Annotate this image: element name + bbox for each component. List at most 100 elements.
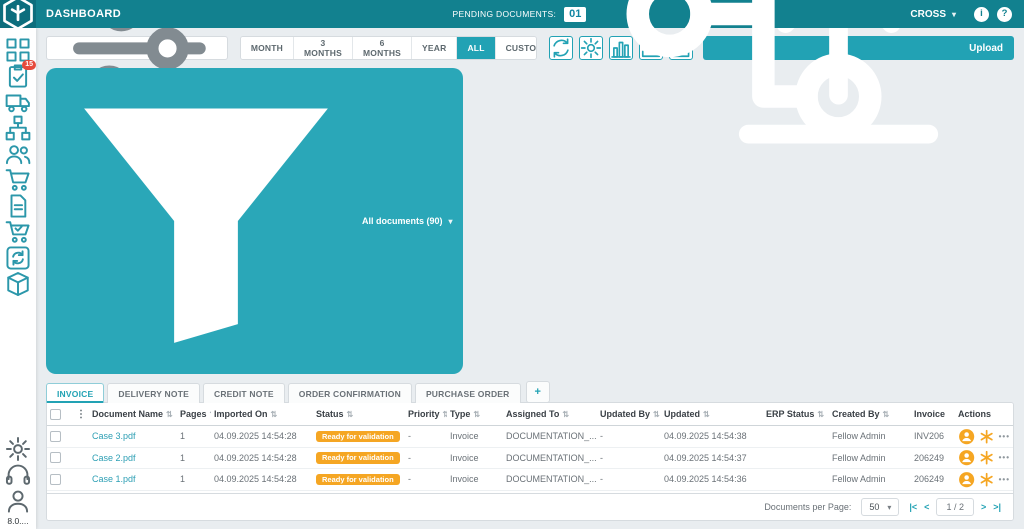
info-button[interactable]: i — [974, 7, 989, 22]
sort-icon[interactable]: ⇅ — [883, 410, 890, 419]
filter-icon — [56, 71, 356, 371]
row-checkbox[interactable] — [50, 474, 61, 485]
app-logo[interactable] — [0, 0, 36, 28]
select-all-checkbox[interactable] — [50, 409, 61, 420]
table-header: ⋮Document Name⇅Pages⇅Imported On⇅Status⇅… — [47, 403, 1013, 426]
tab-order-confirmation[interactable]: ORDER CONFIRMATION — [288, 383, 412, 403]
cell-name: Case 2.pdf — [89, 448, 177, 469]
next-page-button[interactable]: > — [981, 502, 986, 512]
document-link[interactable]: Case 2.pdf — [92, 453, 136, 463]
person-badge-icon — [958, 449, 975, 466]
tab-delivery-note[interactable]: DELIVERY NOTE — [107, 383, 200, 403]
gear-icon — [5, 436, 31, 462]
per-page-select[interactable]: 50 ▾ — [861, 498, 899, 516]
filter-icon — [56, 71, 356, 371]
sort-icon[interactable]: ⇅ — [562, 410, 569, 419]
column-header-priority[interactable]: Priority⇅ — [405, 403, 447, 425]
sort-icon[interactable]: ⇅ — [653, 410, 660, 419]
headset-icon — [5, 462, 31, 488]
assign-user-button[interactable] — [958, 428, 975, 445]
column-label: Pages — [180, 409, 207, 419]
sidebar-item-documents[interactable] — [5, 193, 31, 218]
tab-invoice[interactable]: INVOICE — [46, 383, 104, 403]
sidebar-item-users[interactable] — [5, 141, 31, 166]
branch-icon — [604, 0, 904, 164]
branch-icon — [604, 0, 904, 164]
documents-filter-dropdown[interactable]: All documents (90) ▾ — [46, 68, 463, 374]
cart-icon — [5, 167, 31, 193]
cell-actions: ••• — [955, 426, 1013, 447]
prev-page-button[interactable]: < — [924, 502, 929, 512]
org-selector[interactable]: CROSS ▾ — [594, 0, 966, 164]
time-filter-3-months[interactable]: 3 MONTHS — [294, 37, 353, 59]
cell-dots — [73, 448, 89, 469]
column-header-name[interactable]: Document Name⇅ — [89, 403, 177, 425]
cell-dots — [73, 469, 89, 490]
asterisk-icon — [978, 449, 995, 466]
sort-icon[interactable]: ⇅ — [271, 410, 278, 419]
info-icon: i — [980, 9, 983, 19]
column-header-pages[interactable]: Pages⇅ — [177, 403, 211, 425]
document-link[interactable]: Case 3.pdf — [92, 431, 136, 441]
doc-type-tabs: INVOICEDELIVERY NOTECREDIT NOTEORDER CON… — [46, 381, 1014, 403]
column-header-updated_by[interactable]: Updated By⇅ — [597, 403, 661, 425]
assign-user-button[interactable] — [958, 471, 975, 488]
add-tab-button[interactable]: + — [526, 381, 551, 403]
sidebar-item-support[interactable] — [5, 462, 31, 487]
row-checkbox[interactable] — [50, 452, 61, 463]
sort-icon[interactable]: ⇅ — [347, 410, 354, 419]
sidebar-item-workflow[interactable] — [5, 115, 31, 140]
cell-type: Invoice — [447, 448, 503, 469]
sort-icon[interactable]: ⇅ — [703, 410, 710, 419]
sort-icon[interactable]: ⇅ — [817, 410, 824, 419]
sidebar-item-orders[interactable] — [5, 167, 31, 192]
time-filter-month[interactable]: MONTH — [241, 37, 294, 59]
cell-check — [47, 469, 73, 490]
sidebar-item-sync[interactable] — [5, 245, 31, 270]
cell-created_by: Fellow Admin — [829, 469, 911, 490]
cell-status: Ready for validation — [313, 448, 405, 469]
integration-button[interactable] — [978, 428, 995, 445]
tab-purchase-order[interactable]: PURCHASE ORDER — [415, 383, 521, 403]
column-header-created_by[interactable]: Created By⇅ — [829, 403, 911, 425]
document-link[interactable]: Case 1.pdf — [92, 474, 136, 484]
logo-icon — [0, 0, 36, 31]
integration-button[interactable] — [978, 449, 995, 466]
integration-button[interactable] — [978, 471, 995, 488]
row-menu-button[interactable]: ••• — [999, 432, 1010, 441]
column-header-updated[interactable]: Updated⇅ — [661, 403, 763, 425]
column-label: Created By — [832, 409, 880, 419]
row-menu-button[interactable]: ••• — [999, 453, 1010, 462]
column-header-assigned[interactable]: Assigned To⇅ — [503, 403, 597, 425]
sort-icon[interactable]: ⇅ — [473, 410, 480, 419]
document-icon — [5, 193, 31, 219]
time-filter-year[interactable]: YEAR — [412, 37, 457, 59]
person-badge-icon — [958, 471, 975, 488]
sidebar-item-settings[interactable] — [5, 436, 31, 461]
help-button[interactable]: ? — [997, 7, 1012, 22]
sidebar-item-account[interactable] — [5, 488, 31, 513]
cell-check — [47, 448, 73, 469]
users-icon — [5, 141, 31, 167]
cell-pages: 1 — [177, 469, 211, 490]
column-header-imported[interactable]: Imported On⇅ — [211, 403, 313, 425]
tab-credit-note[interactable]: CREDIT NOTE — [203, 383, 285, 403]
sidebar-item-dashboard[interactable] — [5, 37, 31, 62]
time-filter-6-months[interactable]: 6 MONTHS — [353, 37, 412, 59]
sidebar-item-packages[interactable] — [5, 271, 31, 296]
first-page-button[interactable]: |< — [909, 502, 917, 512]
row-menu-button[interactable]: ••• — [999, 475, 1010, 484]
sort-icon[interactable]: ⇅ — [166, 410, 173, 419]
sidebar-item-delivery[interactable] — [5, 89, 31, 114]
assign-user-button[interactable] — [958, 449, 975, 466]
column-header-erp[interactable]: ERP Status⇅ — [763, 403, 829, 425]
last-page-button[interactable]: >| — [993, 502, 1001, 512]
column-menu-icon[interactable]: ⋮ — [76, 409, 86, 420]
row-checkbox[interactable] — [50, 431, 61, 442]
sidebar-item-validation[interactable]: 15 — [5, 63, 31, 88]
column-header-status[interactable]: Status⇅ — [313, 403, 405, 425]
pending-count-badge[interactable]: 01 — [564, 7, 586, 22]
column-header-type[interactable]: Type⇅ — [447, 403, 503, 425]
table-row: Case 3.pdf104.09.2025 14:54:28Ready for … — [47, 426, 1013, 448]
sidebar-item-purchases[interactable] — [5, 219, 31, 244]
